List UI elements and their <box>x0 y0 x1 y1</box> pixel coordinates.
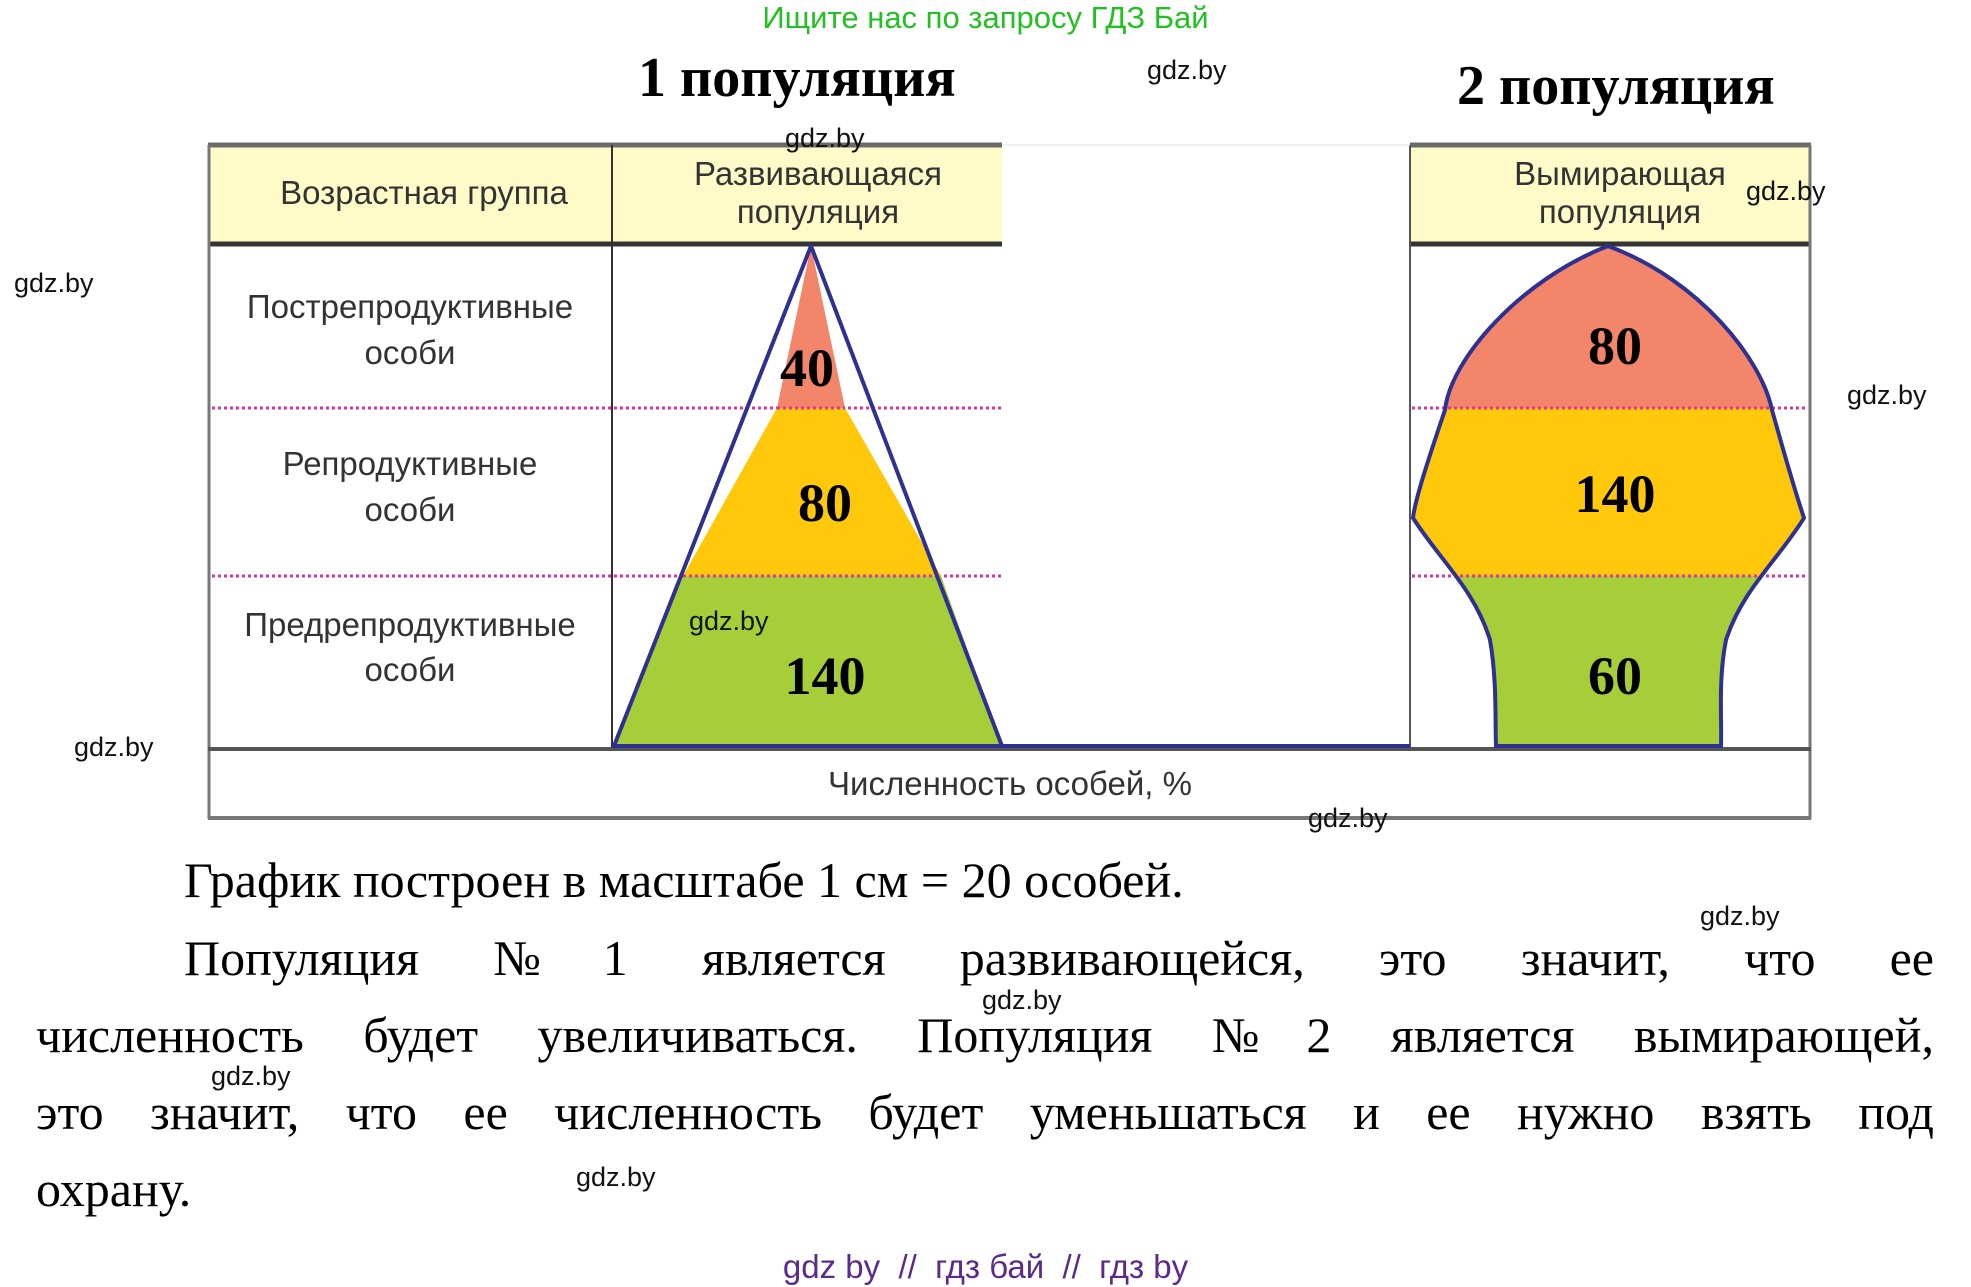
pop1-pre-value: 140 <box>785 646 866 706</box>
conclusion-paragraph: Популяция №1 является развивающейся, это… <box>36 920 1934 1228</box>
row-post-line2: особи <box>365 334 456 371</box>
header-pop1-line1: Развивающаяся <box>694 155 942 192</box>
watermark: gdz.by <box>576 1162 656 1192</box>
pop2-pre-value: 60 <box>1588 646 1642 706</box>
para-line-4: охрану. <box>36 1161 192 1217</box>
search-banner: Ищите нас по запросу ГДЗ Бай <box>762 0 1209 35</box>
row-repro-line2: особи <box>365 491 456 528</box>
header-cell-age-group <box>208 146 612 244</box>
row-pre-line2: особи <box>365 651 456 688</box>
para-line-3: это значит, что ее численность будет уме… <box>36 1084 1934 1140</box>
row-pre-line1: Предрепродуктивные <box>244 606 575 643</box>
watermark: gdz.by <box>1308 803 1388 833</box>
watermark: gdz.by <box>689 606 769 636</box>
header-pop2-line2: популяция <box>1539 193 1701 230</box>
pop1-post-value: 40 <box>780 338 834 398</box>
watermark: gdz.by <box>74 732 154 762</box>
pop1-repro-value: 80 <box>798 473 852 533</box>
age-pyramid-diagram: Возрастная группа Развивающаяся популяци… <box>207 142 1812 820</box>
pop2-post-value: 80 <box>1588 316 1642 376</box>
header-pop1-line2: популяция <box>737 193 899 230</box>
footer-watermark: gdz by // гдз бай // гдз by <box>782 1248 1189 1285</box>
header-pop2-line1: Вымирающая <box>1514 155 1726 192</box>
watermark: gdz.by <box>1746 176 1826 206</box>
population-2-title: 2 популяция <box>1457 55 1775 117</box>
scale-line: График построен в масштабе 1 см = 20 осо… <box>184 852 1184 908</box>
pop2-repro-value: 140 <box>1575 464 1656 524</box>
watermark: gdz.by <box>1147 55 1227 85</box>
population-1-title: 1 популяция <box>638 47 956 109</box>
watermark: gdz.by <box>1700 901 1780 931</box>
watermark: gdz.by <box>785 123 865 153</box>
watermark: gdz.by <box>1847 380 1927 410</box>
header-cell-pop1 <box>612 146 1002 244</box>
row-post-line1: Пострепродуктивные <box>247 288 573 325</box>
population-1-pyramid <box>612 244 1004 748</box>
para-line-2: численность будет увеличиваться. Популяц… <box>36 1007 1934 1063</box>
watermark: gdz.by <box>982 985 1062 1015</box>
watermark: gdz.by <box>14 268 94 298</box>
row-repro-line1: Репродуктивные <box>283 445 538 482</box>
header-cell-pop2 <box>1410 146 1811 244</box>
scale-note: График построен в масштабе 1 см = 20 осо… <box>36 842 1936 919</box>
header-age-group: Возрастная группа <box>280 174 568 211</box>
axis-label: Численность особей, % <box>828 765 1192 802</box>
watermark: gdz.by <box>211 1061 291 1091</box>
para-line-1: Популяция №1 является развивающейся, это… <box>184 930 1934 986</box>
